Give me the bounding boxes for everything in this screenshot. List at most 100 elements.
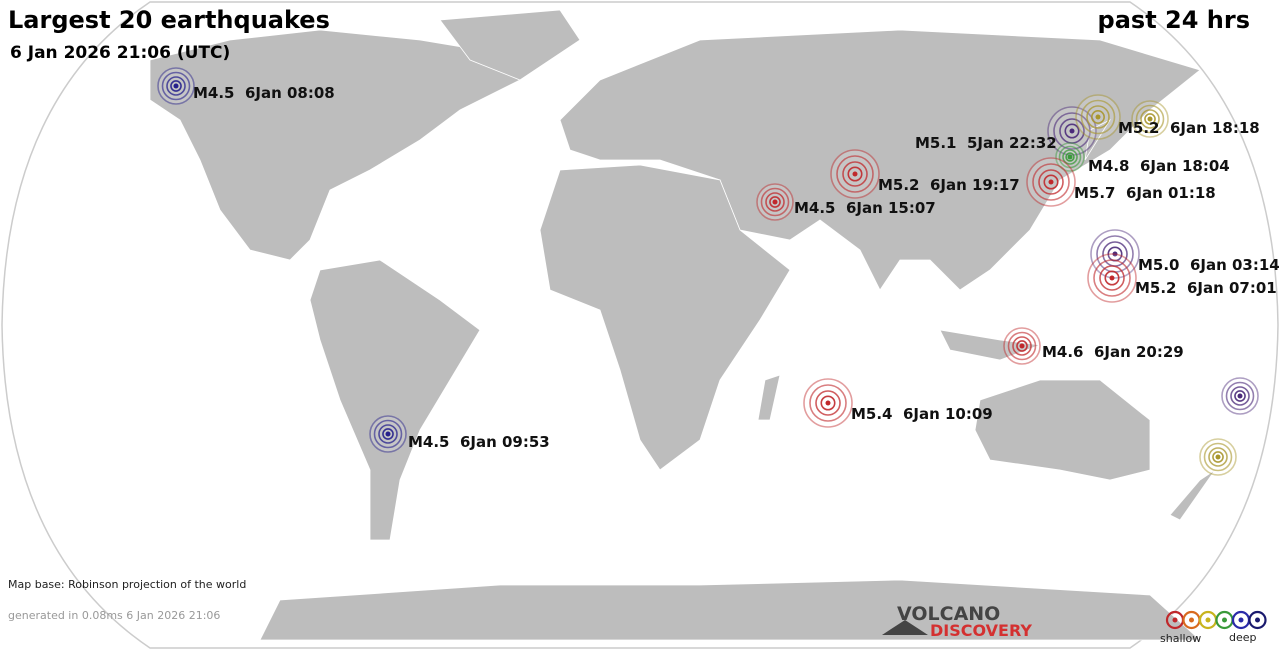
quake-center xyxy=(1237,393,1243,399)
legend-dot xyxy=(1172,617,1178,623)
quake-center xyxy=(825,400,831,406)
quake-ring xyxy=(836,155,874,193)
quake-ring xyxy=(765,192,785,212)
timestamp: 6 Jan 2026 21:06 (UTC) xyxy=(10,43,230,63)
quake-ring xyxy=(1059,118,1085,144)
quake-label: M5.2 6Jan 07:01 xyxy=(1135,279,1277,297)
quake: M5.7 6Jan 01:18 xyxy=(1026,157,1216,207)
legend-dot xyxy=(1189,617,1194,623)
quake-ring xyxy=(1212,451,1224,463)
quake-ring xyxy=(842,161,868,187)
quake-label: M5.2 6Jan 19:17 xyxy=(878,176,1020,194)
quake: M5.1 5Jan 22:32 xyxy=(915,106,1097,156)
quake-ring xyxy=(1230,386,1250,406)
quake: M5.2 6Jan 18:18 xyxy=(1118,100,1260,138)
quake-ring xyxy=(1058,145,1082,169)
quake-ring xyxy=(1032,163,1070,201)
quake-ring xyxy=(378,424,398,444)
quake-center xyxy=(1067,154,1073,160)
quake: M4.5 6Jan 15:07 xyxy=(756,183,936,221)
quake-ring xyxy=(1208,447,1228,467)
legend xyxy=(1165,610,1267,630)
quake-ring xyxy=(373,419,403,449)
quake-center xyxy=(1109,275,1115,281)
quake-ring xyxy=(809,384,847,422)
quake-ring xyxy=(1234,390,1246,402)
period: past 24 hrs xyxy=(1098,6,1250,34)
quake-ring xyxy=(1203,442,1233,472)
quake-label: M5.2 6Jan 18:18 xyxy=(1118,119,1260,137)
quake-ring xyxy=(1080,99,1116,135)
quake: M4.5 6Jan 08:08 xyxy=(157,67,335,105)
quake-ring xyxy=(170,80,182,92)
quake-ring xyxy=(1062,149,1078,165)
legend-dot xyxy=(1238,617,1244,623)
logo-top: VOLCANO xyxy=(897,603,1000,625)
legend-dot xyxy=(1222,617,1227,623)
quake xyxy=(1075,94,1121,140)
quake-ring xyxy=(1007,331,1037,361)
quake-ring xyxy=(166,76,186,96)
quake-label: M4.5 6Jan 08:08 xyxy=(193,84,335,102)
quake-ring xyxy=(1091,110,1105,124)
quake-label: M5.0 6Jan 03:14 xyxy=(1138,256,1280,274)
quake-ring xyxy=(820,395,836,411)
legend-ring xyxy=(1248,610,1267,630)
quake-ring xyxy=(1144,113,1156,125)
quake-ring xyxy=(1135,104,1165,134)
quake-ring xyxy=(1225,381,1255,411)
quake-label: M5.4 6Jan 10:09 xyxy=(851,405,993,423)
quake-center xyxy=(852,171,858,177)
legend-shallow: shallow xyxy=(1160,632,1201,645)
quake-ring xyxy=(1065,152,1075,162)
quake-ring xyxy=(1104,270,1120,286)
quake-label: M4.8 6Jan 18:04 xyxy=(1088,157,1230,175)
quake-ring xyxy=(1064,123,1080,139)
quake-ring xyxy=(1016,340,1028,352)
quake: M4.6 6Jan 20:29 xyxy=(1003,327,1184,365)
quake-ring xyxy=(1086,105,1110,129)
land xyxy=(149,9,1216,641)
quake-center xyxy=(173,83,179,89)
quake-center xyxy=(1147,116,1153,122)
quake-center xyxy=(1048,179,1054,185)
quake-label: M4.5 6Jan 09:53 xyxy=(408,433,550,451)
map-base: Map base: Robinson projection of the wor… xyxy=(8,578,246,591)
legend-dot xyxy=(1255,617,1260,623)
quake xyxy=(1199,438,1237,476)
quake-ring xyxy=(1099,265,1125,291)
quake-ring xyxy=(382,428,394,440)
quake: M4.5 6Jan 09:53 xyxy=(369,415,550,453)
quake-center xyxy=(1019,343,1025,349)
logo-bottom: DISCOVERY xyxy=(930,621,1032,640)
quake-ring xyxy=(1140,109,1160,129)
quake-ring xyxy=(1038,169,1064,195)
title: Largest 20 earthquakes xyxy=(8,6,330,34)
quake-center xyxy=(385,431,391,437)
quake-ring xyxy=(1043,174,1059,190)
legend-deep: deep xyxy=(1229,631,1257,644)
quake-ring xyxy=(1012,336,1032,356)
quake: M5.2 6Jan 19:17 xyxy=(830,149,1020,199)
quake-ring xyxy=(760,187,790,217)
generated: generated in 0.08ms 6 Jan 2026 21:06 xyxy=(8,609,220,622)
legend-dot xyxy=(1205,617,1211,623)
quake-ring xyxy=(769,196,781,208)
logo-icon xyxy=(882,620,928,635)
quake-label: M4.5 6Jan 15:07 xyxy=(794,199,936,217)
quake xyxy=(1221,377,1259,415)
quake-label: M4.6 6Jan 20:29 xyxy=(1042,343,1184,361)
quake-label: M5.7 6Jan 01:18 xyxy=(1074,184,1216,202)
quake-center xyxy=(1112,251,1118,257)
quake-ring xyxy=(815,390,841,416)
quakes: M4.5 6Jan 08:08 M5.2 6Jan 18:18 M5.1 5Jan … xyxy=(157,67,1280,476)
quake: M5.4 6Jan 10:09 xyxy=(803,378,993,428)
quake-center xyxy=(772,199,778,205)
quake: M5.2 6Jan 07:01 xyxy=(1087,253,1277,303)
quake-ring xyxy=(1093,259,1131,297)
quake: M4.8 6Jan 18:04 xyxy=(1055,142,1230,175)
quake-center xyxy=(1215,454,1221,460)
quake-ring xyxy=(847,166,863,182)
quake: M5.0 6Jan 03:14 xyxy=(1090,229,1280,279)
